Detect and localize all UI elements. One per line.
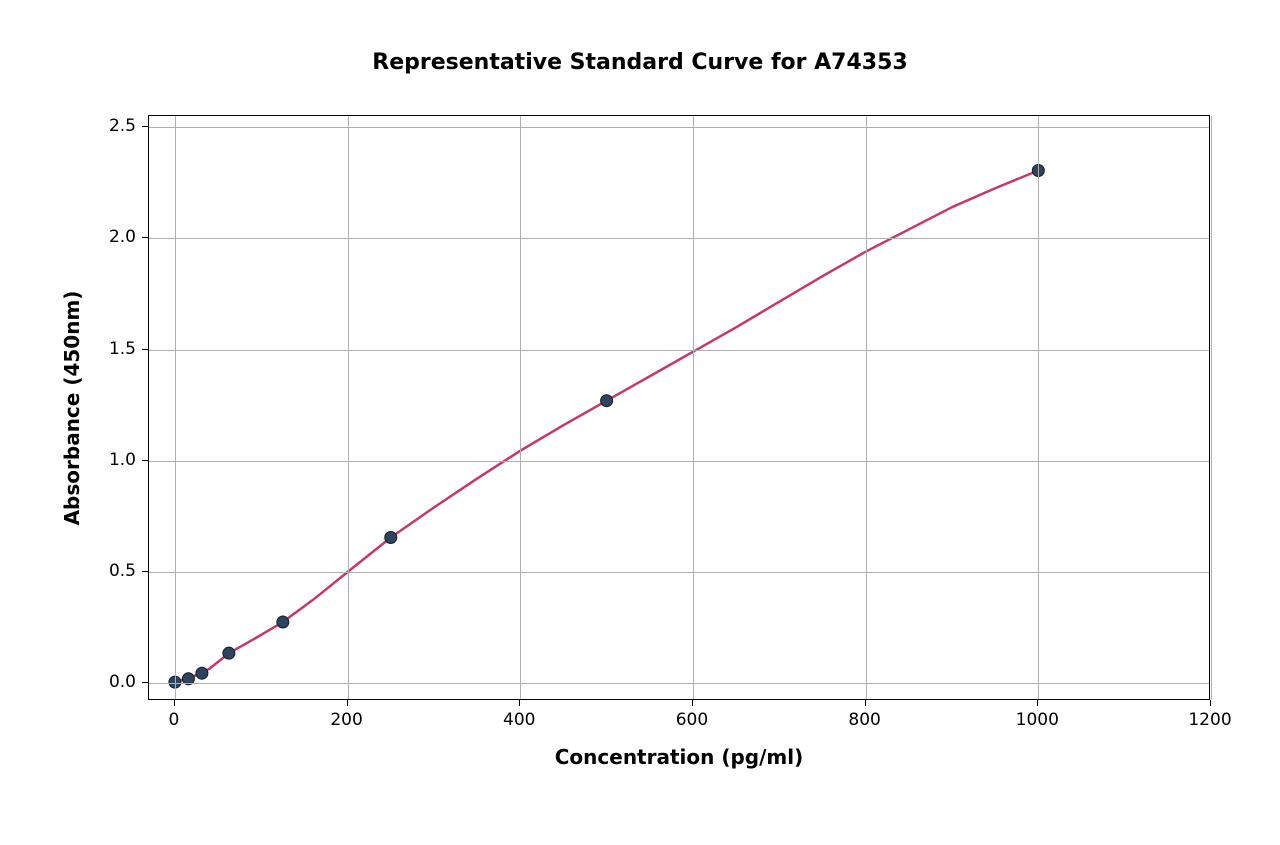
y-tick (142, 349, 148, 350)
grid-line-horizontal (149, 461, 1209, 462)
y-tick (142, 682, 148, 683)
x-tick (1037, 700, 1038, 706)
y-tick-label: 0.0 (109, 672, 136, 692)
x-axis-label: Concentration (pg/ml) (555, 745, 804, 769)
x-tick-label: 600 (676, 710, 708, 730)
grid-line-vertical (175, 116, 176, 699)
y-tick-label: 2.5 (109, 116, 136, 136)
x-tick-label: 1000 (1016, 710, 1059, 730)
grid-line-vertical (693, 116, 694, 699)
y-tick-label: 2.0 (109, 227, 136, 247)
chart-container: Representative Standard Curve for A74353… (0, 0, 1280, 845)
grid-line-horizontal (149, 238, 1209, 239)
x-tick (865, 700, 866, 706)
data-marker (196, 667, 208, 679)
grid-line-vertical (1038, 116, 1039, 699)
x-tick (347, 700, 348, 706)
y-tick (142, 237, 148, 238)
x-tick-label: 200 (330, 710, 362, 730)
y-tick (142, 571, 148, 572)
x-tick-label: 1200 (1188, 710, 1231, 730)
y-tick (142, 126, 148, 127)
data-marker (601, 395, 613, 407)
y-tick-label: 1.0 (109, 450, 136, 470)
grid-line-vertical (866, 116, 867, 699)
grid-line-horizontal (149, 683, 1209, 684)
y-tick (142, 460, 148, 461)
grid-line-vertical (520, 116, 521, 699)
plot-area (148, 115, 1210, 700)
data-marker (277, 616, 289, 628)
x-tick (519, 700, 520, 706)
chart-title: Representative Standard Curve for A74353 (0, 50, 1280, 75)
data-marker (223, 647, 235, 659)
grid-line-horizontal (149, 572, 1209, 573)
grid-line-vertical (1211, 116, 1212, 699)
x-tick (692, 700, 693, 706)
y-axis-label: Absorbance (450nm) (60, 290, 84, 525)
y-tick-label: 1.5 (109, 339, 136, 359)
x-tick (174, 700, 175, 706)
grid-line-horizontal (149, 127, 1209, 128)
curve-line (175, 170, 1038, 682)
chart-svg (149, 116, 1211, 701)
grid-line-vertical (348, 116, 349, 699)
x-tick-label: 400 (503, 710, 535, 730)
grid-line-horizontal (149, 350, 1209, 351)
y-tick-label: 0.5 (109, 561, 136, 581)
x-tick (1210, 700, 1211, 706)
x-tick-label: 0 (168, 710, 179, 730)
x-tick-label: 800 (848, 710, 880, 730)
data-marker (385, 532, 397, 544)
